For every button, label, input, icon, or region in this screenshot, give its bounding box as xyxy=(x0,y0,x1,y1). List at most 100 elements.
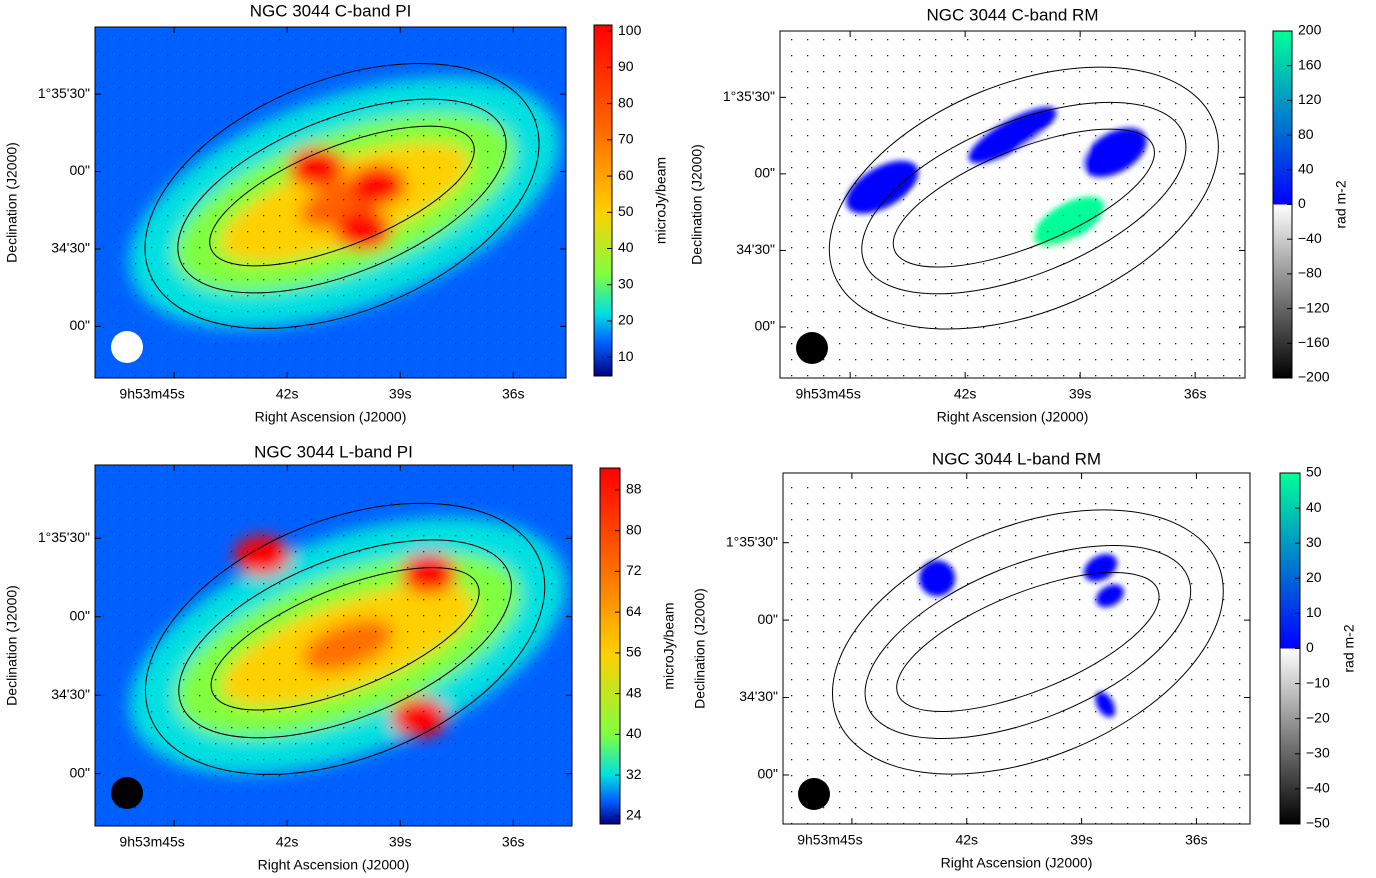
colorbar-tick-label: 160 xyxy=(1298,56,1322,72)
y-tick-label: 1°35'30" xyxy=(38,529,90,545)
x-tick-label: 9h53m45s xyxy=(795,386,860,402)
colorbar-label: rad m-2 xyxy=(1341,624,1357,672)
plot-frame xyxy=(94,464,573,827)
contour xyxy=(896,571,1160,712)
colorbar-tick-label: 40 xyxy=(618,239,634,255)
beam xyxy=(111,777,143,809)
image xyxy=(95,27,566,378)
beam xyxy=(111,331,143,363)
colorbar-tick-label: 10 xyxy=(1306,604,1322,620)
colorbar-tick-label: 0 xyxy=(1306,639,1314,655)
x-tick-label: 42s xyxy=(954,386,977,402)
panel-title: NGC 3044 C-band PI xyxy=(250,1,412,20)
colorbar-tick-label: 40 xyxy=(1306,499,1322,515)
colorbar-tick-label: −40 xyxy=(1298,230,1322,246)
x-tick-label: 39s xyxy=(1070,832,1093,848)
panel: NGC 3044 C-band RM Right Ascension (J2000… xyxy=(689,5,1349,424)
x-tick-label: 9h53m45s xyxy=(119,834,184,850)
colorbar xyxy=(599,467,621,825)
y-tick-label: 00" xyxy=(754,318,775,334)
colorbar-tick-label: −50 xyxy=(1306,815,1330,831)
panel: NGC 3044 L-band RM Right Ascension (J2000… xyxy=(692,449,1357,870)
colorbar-label: rad m-2 xyxy=(1333,180,1349,228)
colorbar-tick-label: 20 xyxy=(618,312,634,328)
plot-frame xyxy=(782,472,1251,825)
colorbar-tick-label: 90 xyxy=(618,58,634,74)
colorbar-tick-label: 100 xyxy=(618,22,642,38)
vector-grid xyxy=(780,31,1245,378)
colorbar-tick-label: 0 xyxy=(1298,195,1306,211)
colorbar-tick-label: 80 xyxy=(1298,126,1314,142)
x-tick-label: 36s xyxy=(502,386,525,402)
colorbar-tick-label: 80 xyxy=(626,521,642,537)
x-tick-label: 42s xyxy=(955,832,978,848)
vector-grid xyxy=(783,473,1250,824)
contour xyxy=(864,544,1192,740)
y-tick-label: 1°35'30" xyxy=(726,533,778,549)
colorbar-tick-label: 120 xyxy=(1298,91,1322,107)
image xyxy=(783,473,1250,824)
image xyxy=(95,465,572,826)
contour xyxy=(178,539,512,739)
y-tick-label: 34'30" xyxy=(51,240,90,256)
colorbar-tick-label: −30 xyxy=(1306,745,1330,761)
contour xyxy=(209,125,475,267)
colorbar-tick-label: 24 xyxy=(626,807,642,823)
colorbar xyxy=(593,24,613,377)
colorbar-tick-label: −10 xyxy=(1306,674,1330,690)
y-tick-label: 1°35'30" xyxy=(38,85,90,101)
contour xyxy=(892,128,1155,268)
panel-title: NGC 3044 L-band PI xyxy=(254,442,413,461)
panel: NGC 3044 L-band PI Right Ascension (J2000… xyxy=(4,442,677,872)
colorbar-tick-label: 10 xyxy=(618,348,634,364)
x-tick-label: 36s xyxy=(1184,386,1207,402)
y-tick-label: 00" xyxy=(69,607,90,623)
colorbar-tick-label: −80 xyxy=(1298,265,1322,281)
colorbar-tick-label: 40 xyxy=(1298,161,1314,177)
contour xyxy=(210,567,480,711)
colorbar-tick-label: 70 xyxy=(618,131,634,147)
colorbar-tick-label: 20 xyxy=(1306,569,1322,585)
contour xyxy=(861,101,1187,295)
x-tick-label: 39s xyxy=(389,386,412,402)
x-tick-label: 9h53m45s xyxy=(119,386,184,402)
y-tick-label: 1°35'30" xyxy=(723,88,775,104)
colorbar-tick-label: 200 xyxy=(1298,22,1322,38)
panel-title: NGC 3044 L-band RM xyxy=(932,449,1101,468)
y-tick-label: 00" xyxy=(69,162,90,178)
x-axis-label: Right Ascension (J2000) xyxy=(941,855,1093,871)
colorbar-tick-label: 60 xyxy=(618,167,634,183)
contour xyxy=(144,62,540,330)
contour xyxy=(144,502,546,775)
x-tick-label: 42s xyxy=(276,386,299,402)
y-tick-label: 34'30" xyxy=(736,241,775,257)
colorbar-tick-label: 88 xyxy=(626,481,642,497)
x-tick-label: 9h53m45s xyxy=(797,832,862,848)
y-tick-label: 00" xyxy=(757,766,778,782)
y-tick-label: 00" xyxy=(69,317,90,333)
colorbar-tick-label: −160 xyxy=(1298,334,1330,350)
y-tick-label: 34'30" xyxy=(739,688,778,704)
colorbar-tick-label: 64 xyxy=(626,603,642,619)
colorbar-tick-label: 48 xyxy=(626,684,642,700)
colorbar-tick-label: 30 xyxy=(1306,534,1322,550)
colorbar-tick-label: 32 xyxy=(626,766,642,782)
y-tick-label: 00" xyxy=(754,165,775,181)
contour xyxy=(177,98,507,294)
y-tick-label: 00" xyxy=(69,764,90,780)
colorbar-tick-label: −120 xyxy=(1298,299,1330,315)
y-axis-label: Declination (J2000) xyxy=(689,144,705,265)
x-tick-label: 39s xyxy=(389,834,412,850)
vector-grid xyxy=(95,27,566,378)
colorbar-label: microJy/beam xyxy=(661,602,677,689)
x-axis-label: Right Ascension (J2000) xyxy=(255,409,407,425)
y-tick-label: 00" xyxy=(757,611,778,627)
x-tick-label: 36s xyxy=(1185,832,1208,848)
colorbar-tick-label: 50 xyxy=(1306,464,1322,480)
x-tick-label: 42s xyxy=(276,834,299,850)
x-axis-label: Right Ascension (J2000) xyxy=(258,857,410,873)
colorbar-tick-label: 56 xyxy=(626,644,642,660)
colorbar-tick-label: −20 xyxy=(1306,709,1330,725)
image xyxy=(780,31,1245,378)
